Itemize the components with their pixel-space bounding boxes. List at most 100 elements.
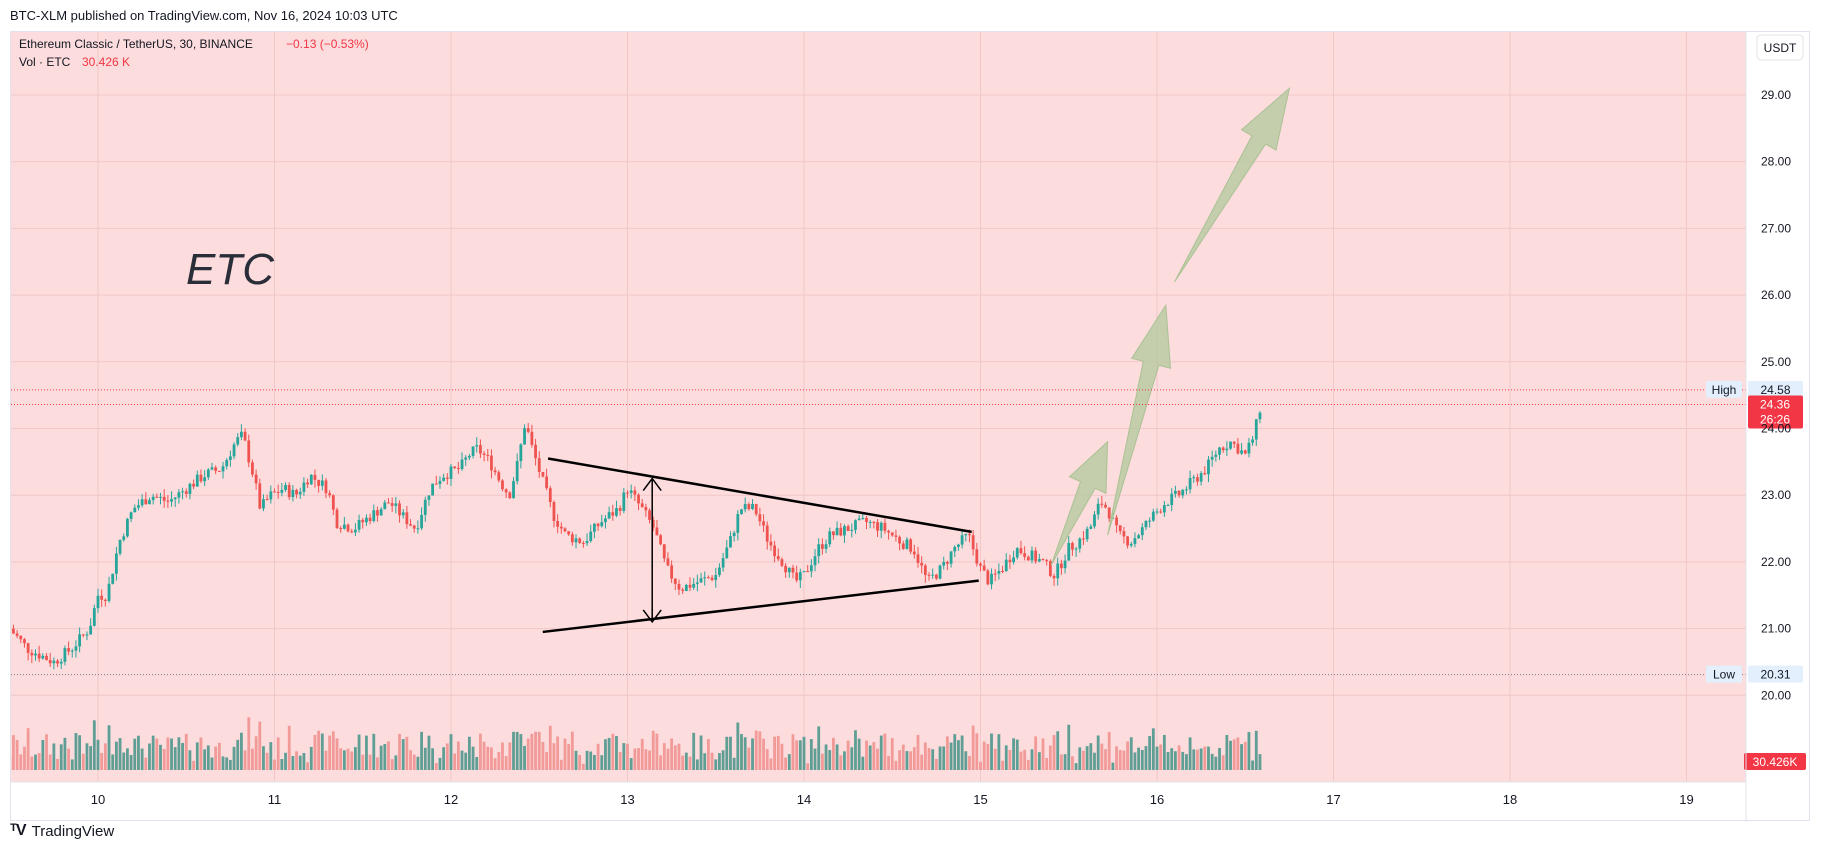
volume-bar [67, 748, 70, 770]
candle-body [732, 532, 736, 537]
volume-bar [659, 755, 662, 770]
volume-bar [1063, 754, 1067, 770]
candle-body [828, 531, 832, 545]
volume-bar [1026, 759, 1030, 770]
candle-body [328, 493, 332, 496]
candle-body [883, 522, 887, 531]
candle-body [854, 520, 857, 530]
volume-bar [479, 733, 482, 770]
candle-body [1045, 560, 1049, 562]
volume-bar [379, 745, 383, 770]
volume-bar [1170, 748, 1174, 770]
candle-body [670, 565, 674, 579]
candle-body [203, 477, 207, 482]
candle-body [1144, 520, 1148, 528]
volume-bar [217, 742, 221, 770]
volume-bar [846, 740, 850, 770]
candle-body [890, 532, 894, 536]
candle-body [284, 485, 287, 490]
volume-bar [251, 748, 254, 770]
currency-button[interactable] [1756, 34, 1804, 61]
candle-body [1240, 450, 1243, 454]
candle-body [1122, 531, 1126, 537]
volume-bar [530, 733, 534, 770]
candle-body [927, 574, 931, 576]
volume-bar [570, 731, 574, 770]
symbol-title[interactable]: Ethereum Classic / TetherUS, 30, BINANCE [19, 37, 253, 51]
chart-panel[interactable]: High 24.58 Low 20.31 24.36 26:26 30.426K 29.00… [10, 31, 1811, 822]
volume-bar [960, 735, 964, 770]
height-arrow-head-top [642, 477, 662, 491]
volume-bar [100, 753, 104, 770]
candle-body [953, 546, 957, 552]
candle-body [640, 503, 644, 508]
candle-body [938, 565, 942, 579]
volume-bar [802, 736, 806, 770]
last-price-bg [1748, 395, 1803, 429]
candle-body [37, 653, 41, 659]
candle-body [1004, 559, 1008, 572]
time-tick-label: 19 [1679, 792, 1693, 807]
volume-bar [398, 733, 401, 770]
volume-bar [743, 737, 747, 770]
candle-body [721, 558, 725, 568]
volume-bar [670, 738, 674, 770]
price-change: −0.13 (−0.53%) [286, 37, 369, 51]
volume-bar [828, 750, 832, 770]
volume-bar [295, 751, 298, 770]
candle-body [784, 565, 788, 573]
candle-body [949, 551, 953, 564]
volume-bar [199, 737, 203, 770]
candle-body [1015, 548, 1019, 558]
candle-body [309, 474, 313, 485]
candle-body [497, 472, 501, 481]
candle-body [1096, 503, 1100, 515]
candle-body [100, 595, 104, 600]
volume-bar [287, 725, 291, 770]
projection-arrow [1107, 303, 1172, 536]
volume-bar [324, 750, 328, 770]
candle-body [45, 655, 48, 661]
volume-bar [276, 737, 280, 770]
candle-body [894, 535, 898, 537]
candle-body [313, 474, 317, 480]
candle-body [1104, 504, 1107, 508]
volume-bar [1203, 746, 1207, 770]
volume-bar [879, 735, 883, 770]
candle-body [148, 500, 151, 505]
candle-body [975, 549, 979, 564]
volume-bar [1037, 752, 1041, 770]
candle-body [379, 509, 383, 516]
footer-brand[interactable]: TradingView [31, 822, 115, 840]
volume-bar [365, 735, 368, 770]
candle-body [835, 527, 839, 536]
drawings[interactable] [542, 86, 1291, 634]
volume-bar [548, 725, 552, 770]
candle-body [1207, 459, 1210, 475]
volume-bar [471, 746, 475, 770]
volume-bar [280, 759, 284, 770]
candle-body [368, 517, 372, 522]
volume-bar [184, 733, 188, 770]
candle-body [240, 431, 243, 438]
volume-bar [15, 739, 19, 770]
candle-body [78, 634, 82, 647]
symbol-annotation[interactable]: ETC [186, 245, 275, 294]
volume-bar [850, 747, 854, 770]
volume-bar [732, 757, 736, 770]
candle-body [1008, 559, 1012, 563]
tradingview-logo-icon[interactable]: ᵀV [10, 822, 27, 839]
volume-bar [865, 740, 868, 770]
candle-body [839, 527, 843, 536]
time-axis[interactable]: 10 11 12 13 14 15 16 17 18 19 [11, 781, 1746, 807]
candle-body [170, 499, 173, 502]
volume-bar [898, 750, 902, 770]
volume-bar [677, 743, 681, 770]
volume-bar [762, 738, 765, 770]
candle-body [155, 496, 159, 498]
candle-body [1254, 419, 1258, 440]
price-axis[interactable]: 29.00 28.00 27.00 26.00 25.00 24.00 23.00 22.00… [1745, 32, 1791, 822]
high-value: 24.58 [1760, 383, 1790, 397]
volume-legend-label[interactable]: Vol · ETC [19, 55, 71, 69]
